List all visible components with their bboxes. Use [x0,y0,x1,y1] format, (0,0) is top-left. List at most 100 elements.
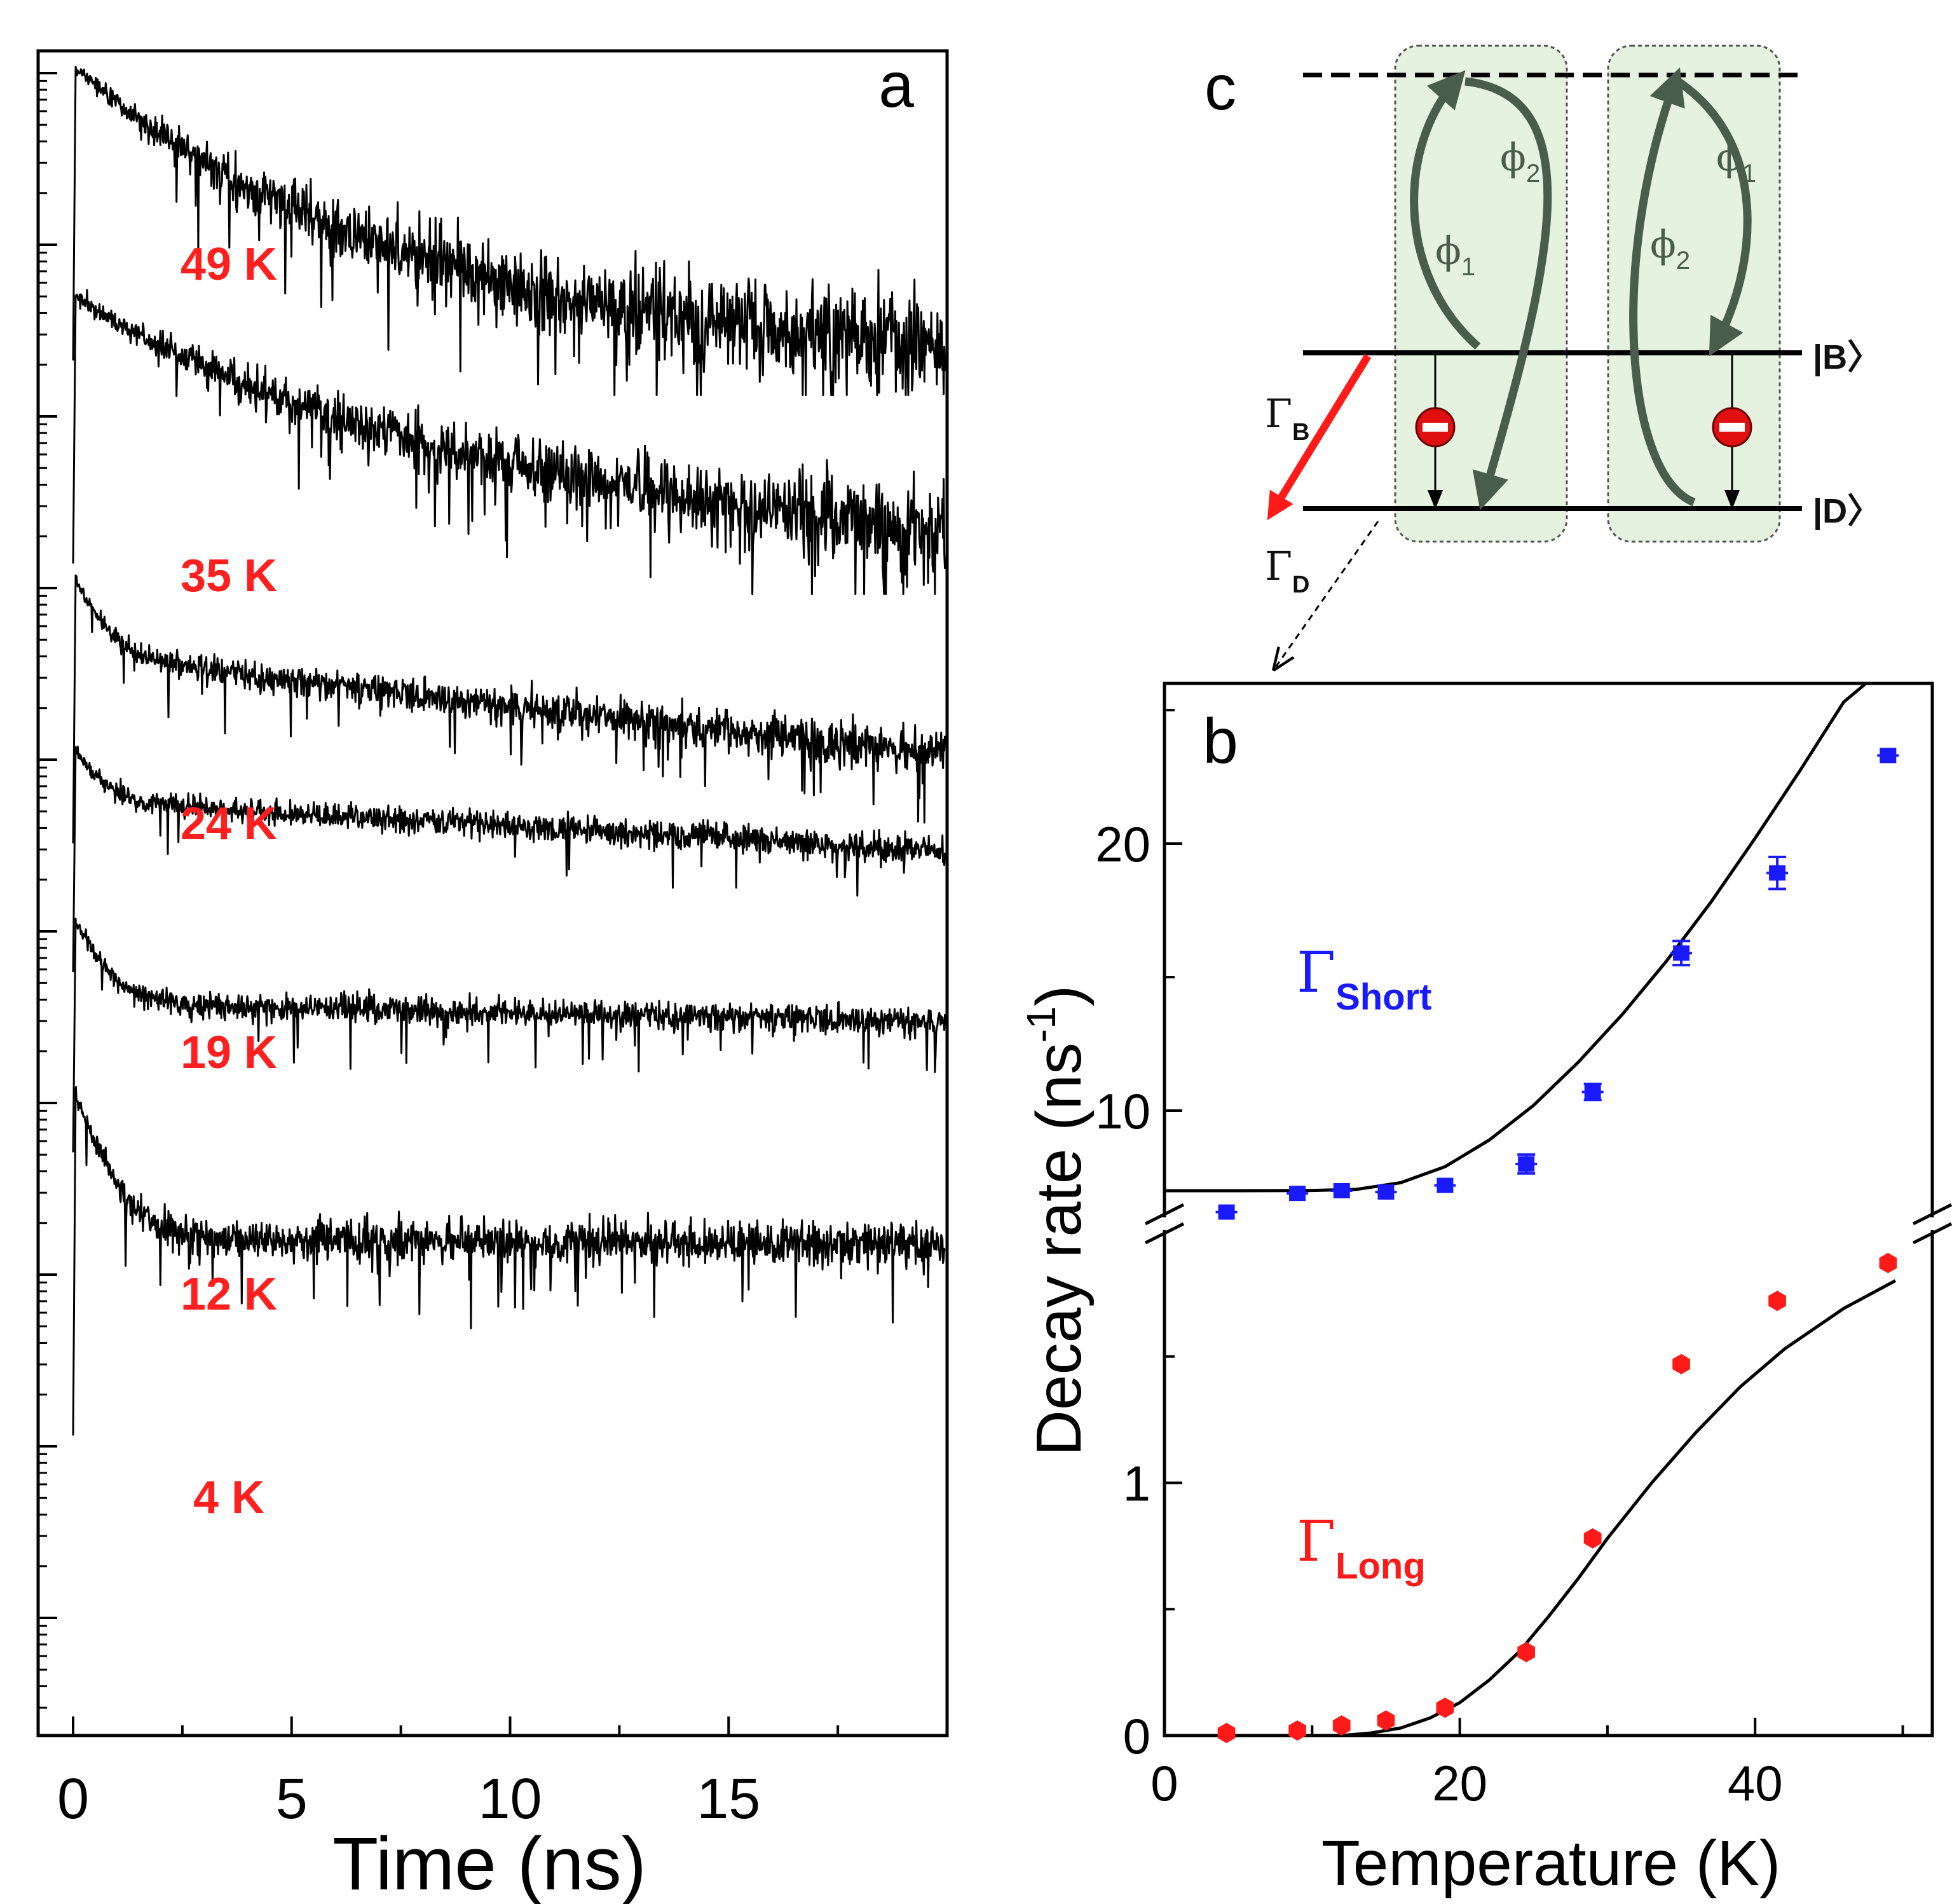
short-point [1766,856,1789,891]
temp-label-19k: 19 K [181,1027,277,1078]
gamma-short-subscript: Short [1335,976,1431,1018]
x-tick-label: 0 [57,1767,89,1831]
long-point [1217,1723,1236,1743]
panel-c-label: c [1205,52,1236,123]
green-arrow-up-2 [1629,67,1696,507]
long-point [1768,1291,1786,1312]
green-arrow-down-2 [1676,78,1752,357]
gamma-b-sub: B [1292,419,1309,446]
temp-label-12k: 12 K [181,1269,277,1320]
long-point [1517,1641,1535,1662]
electron-icon [1712,407,1752,448]
panel-a-xlabel: Time (ns) [332,1822,646,1904]
marker [1879,1252,1897,1273]
marker [1332,1715,1351,1736]
phi-sub: 2 [1526,160,1540,188]
panel-b-ylabel: Decay rate (ns-1) [1018,985,1095,1456]
break-mark [1144,1203,1185,1226]
marker [1377,1710,1395,1731]
panel-b: 0 20 40 10 20 0 1 b Temperature (K) Decay rate… [1018,681,1953,1899]
break-mark [1144,1222,1185,1245]
phi-label-2b: ϕ2 [1650,223,1690,275]
y-tick-label-upper: 20 [1095,816,1150,872]
x-tick-label: 10 [478,1767,542,1831]
short-point [1670,940,1693,967]
phi-sub: 1 [1742,160,1756,188]
axis-break [1144,1203,1953,1245]
break-gap-right [1927,1217,1937,1230]
pathway-box-1 [1394,45,1568,543]
panel-a: 0 5 10 15 49 K 35 K 24 K 19 K 12 K 4 K a Time (n… [36,49,949,1904]
long-point [1288,1720,1306,1741]
short-point [1434,1177,1456,1193]
gamma-d-symbol: Γ [1265,543,1292,589]
marker [1672,1353,1690,1374]
radiative-decay-arrow [1267,353,1372,521]
marker [1436,1697,1454,1718]
dark-state-ket: |D〉 [1813,492,1881,531]
x-tick-label: 15 [697,1767,760,1831]
bright-state-ket: |B〉 [1813,338,1881,377]
panel-b-ticks [1163,709,1904,1737]
short-point [1287,1186,1309,1202]
temp-label-4k: 4 K [193,1472,264,1523]
short-fit-curve [1164,682,1867,1193]
long-point [1377,1710,1395,1731]
phi-label-2a: ϕ1 [1716,135,1756,188]
long-point [1332,1715,1351,1736]
phi-symbol: ϕ [1716,135,1742,180]
x-tick-label: 5 [276,1767,308,1831]
decay-trace-4k [72,1086,946,1436]
break-mark [1912,1203,1953,1226]
green-arrow-up-1 [1410,70,1481,350]
temp-label-49k: 49 K [181,239,277,290]
y-tick-label-upper: 10 [1095,1083,1150,1139]
marker [1288,1720,1306,1741]
ylabel-close: ) [1023,985,1095,1006]
panel-a-frame [36,49,949,1737]
marker [1517,1641,1535,1662]
phi-sub: 1 [1461,253,1475,281]
decay-trace-12k [72,917,946,1153]
bright-state-label: B [1822,338,1847,376]
phi-symbol: ϕ [1650,223,1676,267]
long-point [1672,1353,1690,1374]
phi-symbol: ϕ [1500,135,1526,180]
break-gap-left [1159,1217,1170,1230]
phi-sub: 2 [1676,247,1690,275]
long-point [1879,1252,1897,1273]
gamma-long-symbol: Γ [1297,1509,1335,1574]
gamma-d-sub: D [1292,572,1309,598]
electron-icon [1415,407,1456,448]
data-points [1215,748,1899,1743]
panel-a-ticks [38,72,948,1736]
panel-b-tick-labels: 0 20 40 10 20 0 1 [1095,816,1782,1811]
panel-a-label: a [878,50,914,121]
marker [1583,1528,1602,1549]
marker [1217,1723,1236,1743]
pointer-to-panel-b [1274,521,1379,669]
phi-label-1b: ϕ1 [1435,229,1475,281]
panel-c-diagram: c ϕ2 ϕ1 ϕ1 ϕ2 |B〉 |D〉 ΓB [1205,45,1881,669]
gamma-long-label: ΓLong [1297,1509,1426,1587]
decay-trace-19k [72,745,946,973]
y-tick-label-lower: 1 [1123,1456,1150,1512]
ylabel-main: Decay rate (ns [1023,1043,1095,1456]
temperature-labels: 49 K 35 K 24 K 19 K 12 K 4 K [181,239,277,1523]
phi-symbol: ϕ [1435,229,1461,273]
y-tick-label-lower: 0 [1123,1708,1150,1764]
x-tick-label: 40 [1728,1755,1783,1811]
short-point [1515,1153,1538,1175]
panel-b-xlabel: Temperature (K) [1321,1828,1780,1899]
short-point [1375,1184,1397,1200]
gamma-short-symbol: Γ [1297,940,1335,1005]
temp-label-35k: 35 K [181,551,277,601]
short-point [1330,1183,1353,1198]
decay-trace-24k [72,574,946,844]
temp-label-24k: 24 K [181,798,277,849]
short-point [1581,1083,1604,1102]
break-mark [1912,1222,1953,1245]
decay-traces [72,65,946,1436]
short-point [1877,748,1899,764]
